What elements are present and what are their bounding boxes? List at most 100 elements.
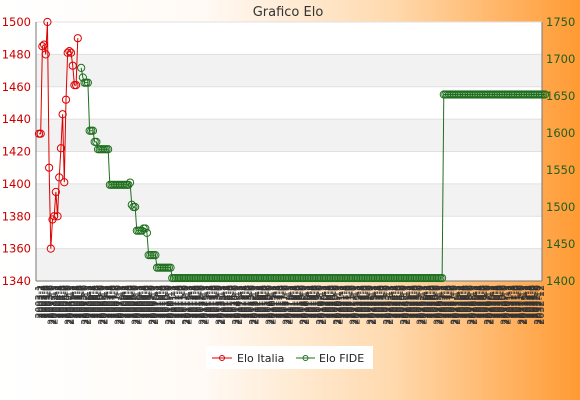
x-tick-label: 2014-3 <box>221 285 232 319</box>
x-tick-label: 2008-5 <box>123 285 134 319</box>
x-tick-label: 2015-4 <box>240 285 251 319</box>
x-tick-label: 2012-7 <box>193 285 204 319</box>
left-tick-label: 1480 <box>2 47 31 61</box>
x-tick-label: 2007-12 <box>117 285 128 325</box>
x-tick-label: 2017-3 <box>272 285 283 319</box>
data-point <box>38 42 47 51</box>
x-tick-label: 2011-10 <box>181 285 192 325</box>
x-tick-label: 2019-2 <box>304 285 315 319</box>
x-tick-label: 2018-10 <box>298 285 309 325</box>
x-tick-label: 2018-8 <box>295 285 306 319</box>
x-tick-label: 2014-8 <box>228 285 239 319</box>
x-tick-label: 2028-12 <box>469 285 480 325</box>
x-tick-label: 2017-1 <box>269 285 280 319</box>
x-tick-label: 2026-8 <box>430 285 441 319</box>
legend-swatch-marker <box>302 355 309 361</box>
x-tick-label: 2023-5 <box>375 285 386 319</box>
x-tick-label: 2029-4 <box>474 285 485 319</box>
x-tick-label: 2015-11 <box>249 285 260 325</box>
x-tick-label: 2011-7 <box>177 285 188 319</box>
x-tick-label: 2009-7 <box>143 285 154 319</box>
x-tick-label: 2018-2 <box>287 285 298 319</box>
x-tick-label: 2008-12 <box>133 285 144 325</box>
x-tick-label: 2023-10 <box>382 285 393 325</box>
x-tick-label: 2027-9 <box>448 285 459 319</box>
x-tick-label: 2012-4 <box>189 285 200 319</box>
x-tick-label: 2010-7 <box>160 285 171 319</box>
x-tick-label: 2029-12 <box>486 285 497 325</box>
x-tick-label: 2015-8 <box>245 285 256 319</box>
x-tick-label: 2009-1 <box>135 285 146 319</box>
x-tick-label: 2031-11 <box>518 285 529 325</box>
x-tick-label: 2021-7 <box>344 285 355 319</box>
x-axis-tick-labels: 2003-12003-22003-32003-42003-52003-62003… <box>34 285 547 325</box>
x-tick-label: 2031-7 <box>512 285 523 319</box>
x-tick-label: 2008-2 <box>119 285 130 319</box>
x-tick-label: 2030-3 <box>490 285 501 319</box>
x-tick-label: 2018-4 <box>290 285 301 319</box>
x-tick-label: 2020-7 <box>328 285 339 319</box>
right-tick-label: 1400 <box>546 274 575 288</box>
legend-label-elo-italia: Elo Italia <box>237 352 284 365</box>
x-tick-label: 2032-12 <box>536 285 547 325</box>
data-point <box>83 78 93 87</box>
right-axis-ticks: 1400 1450 1500 1550 1600 1650 1700 1750 <box>546 15 575 288</box>
grid-bands <box>36 54 542 281</box>
x-tick-label: 2019-3 <box>305 285 316 319</box>
x-tick-label: 2013-2 <box>203 285 214 319</box>
x-tick-label: 2015-2 <box>237 285 248 319</box>
x-tick-label: 2003-8 <box>44 285 55 319</box>
x-tick-label: 2022-7 <box>361 285 372 319</box>
x-tick-label: 2008-1 <box>118 285 129 319</box>
x-tick-label: 2013-1 <box>202 285 213 319</box>
x-tick-label: 2009-12 <box>150 285 161 325</box>
data-point <box>68 61 77 70</box>
x-tick-label: 2021-4 <box>340 285 351 319</box>
x-tick-label: 2027-10 <box>449 285 460 325</box>
x-tick-label: 2020-9 <box>330 285 341 319</box>
x-tick-label: 2027-6 <box>444 285 455 319</box>
x-tick-label: 2010-11 <box>165 285 176 325</box>
x-tick-label: 2007-10 <box>114 285 125 325</box>
x-tick-label: 2026-2 <box>421 285 432 319</box>
x-tick-label: 2032-6 <box>528 285 539 319</box>
x-tick-label: 2020-6 <box>326 285 337 319</box>
x-tick-label: 2003-4 <box>38 285 49 319</box>
x-tick-label: 2031-3 <box>507 285 518 319</box>
right-tick-label: 1750 <box>546 15 575 29</box>
right-tick-label: 1450 <box>546 237 575 251</box>
x-tick-label: 2012-5 <box>191 285 202 319</box>
x-tick-label: 2029-10 <box>483 285 494 325</box>
x-tick-label: 2016-1 <box>252 285 263 319</box>
x-tick-label: 2025-2 <box>405 285 416 319</box>
x-tick-label: 2031-10 <box>516 285 527 325</box>
data-point <box>77 63 86 72</box>
x-tick-label: 2030-9 <box>498 285 509 319</box>
x-tick-label: 2031-1 <box>504 285 515 319</box>
x-tick-label: 2025-4 <box>407 285 418 319</box>
x-tick-label: 2011-12 <box>184 285 195 325</box>
data-point <box>41 50 50 59</box>
x-tick-label: 2024-4 <box>391 285 402 319</box>
x-tick-label: 2013-9 <box>213 285 224 319</box>
x-tick-label: 2031-6 <box>511 285 522 319</box>
data-point <box>55 173 64 182</box>
x-tick-label: 2030-12 <box>502 285 513 325</box>
x-tick-label: 2024-5 <box>392 285 403 319</box>
x-tick-label: 2024-7 <box>395 285 406 319</box>
x-tick-label: 2025-11 <box>417 285 428 325</box>
grid-band <box>36 119 542 152</box>
x-tick-label: 2014-6 <box>226 285 237 319</box>
x-tick-label: 2020-5 <box>325 285 336 319</box>
x-tick-label: 2014-9 <box>230 285 241 319</box>
x-tick-label: 2025-1 <box>403 285 414 319</box>
x-tick-label: 2015-12 <box>251 285 262 325</box>
x-tick-label: 2006-4 <box>89 285 100 319</box>
x-tick-label: 2025-8 <box>413 285 424 319</box>
x-tick-label: 2013-4 <box>206 285 217 319</box>
x-tick-label: 2022-3 <box>356 285 367 319</box>
x-tick-label: 2021-5 <box>342 285 353 319</box>
x-tick-label: 2007-9 <box>112 285 123 319</box>
x-tick-label: 2032-3 <box>523 285 534 319</box>
x-tick-label: 2021-6 <box>343 285 354 319</box>
